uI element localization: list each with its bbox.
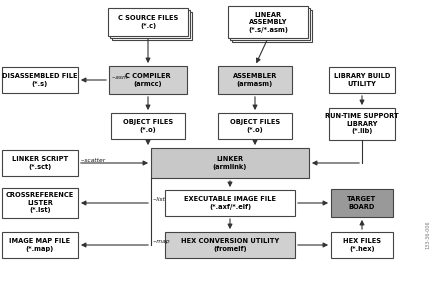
Text: 133-36-006: 133-36-006 <box>424 221 430 249</box>
Bar <box>109 66 187 94</box>
Bar <box>230 8 309 40</box>
Text: OBJECT FILES
(*.o): OBJECT FILES (*.o) <box>123 119 173 133</box>
Text: LINKER SCRIPT
(*.sct): LINKER SCRIPT (*.sct) <box>12 156 68 170</box>
Bar <box>2 150 78 176</box>
Bar <box>231 10 311 42</box>
Bar <box>110 10 190 38</box>
Bar <box>328 67 394 93</box>
Text: --asm: --asm <box>112 75 128 79</box>
Text: RUN-TIME SUPPORT
LIBRARY
(*.lib): RUN-TIME SUPPORT LIBRARY (*.lib) <box>324 113 398 134</box>
Bar <box>112 12 191 40</box>
Bar <box>2 232 78 258</box>
Bar <box>151 148 308 178</box>
Text: OBJECT FILES
(*.o): OBJECT FILES (*.o) <box>230 119 279 133</box>
Text: LINKER
(armlink): LINKER (armlink) <box>212 156 247 170</box>
Bar <box>227 6 307 38</box>
Bar <box>108 8 187 36</box>
Bar <box>2 188 78 218</box>
Text: ASSEMBLER
(armasm): ASSEMBLER (armasm) <box>232 73 276 87</box>
Bar <box>217 113 291 139</box>
Text: LIBRARY BUILD
UTILITY: LIBRARY BUILD UTILITY <box>333 73 389 87</box>
Text: EXECUTABLE IMAGE FILE
(*.axf/*.elf): EXECUTABLE IMAGE FILE (*.axf/*.elf) <box>184 196 275 210</box>
Text: LINEAR
ASSEMBLY
(*.s/*.asm): LINEAR ASSEMBLY (*.s/*.asm) <box>247 12 287 33</box>
Text: C COMPILER
(armcc): C COMPILER (armcc) <box>125 73 171 87</box>
Bar <box>164 190 294 216</box>
Bar <box>164 232 294 258</box>
Bar <box>2 67 78 93</box>
Bar <box>328 108 394 140</box>
Text: --list: --list <box>153 198 166 202</box>
Text: TARGET
BOARD: TARGET BOARD <box>347 196 376 210</box>
Bar <box>330 189 392 217</box>
Text: IMAGE MAP FILE
(*.map): IMAGE MAP FILE (*.map) <box>10 238 70 252</box>
Text: --map: --map <box>153 240 170 245</box>
Bar <box>217 66 291 94</box>
Text: --scatter: --scatter <box>81 158 106 162</box>
Text: HEX FILES
(*.hex): HEX FILES (*.hex) <box>342 238 380 252</box>
Text: CROSSREFERENCE
LISTER
(*.lst): CROSSREFERENCE LISTER (*.lst) <box>6 192 74 213</box>
Text: C SOURCE FILES
(*.c): C SOURCE FILES (*.c) <box>118 15 178 29</box>
Bar <box>330 232 392 258</box>
Text: DISASSEMBLED FILE
(*.s): DISASSEMBLED FILE (*.s) <box>2 73 78 87</box>
Text: HEX CONVERSION UTILITY
(fromelf): HEX CONVERSION UTILITY (fromelf) <box>181 238 279 252</box>
Bar <box>111 113 184 139</box>
